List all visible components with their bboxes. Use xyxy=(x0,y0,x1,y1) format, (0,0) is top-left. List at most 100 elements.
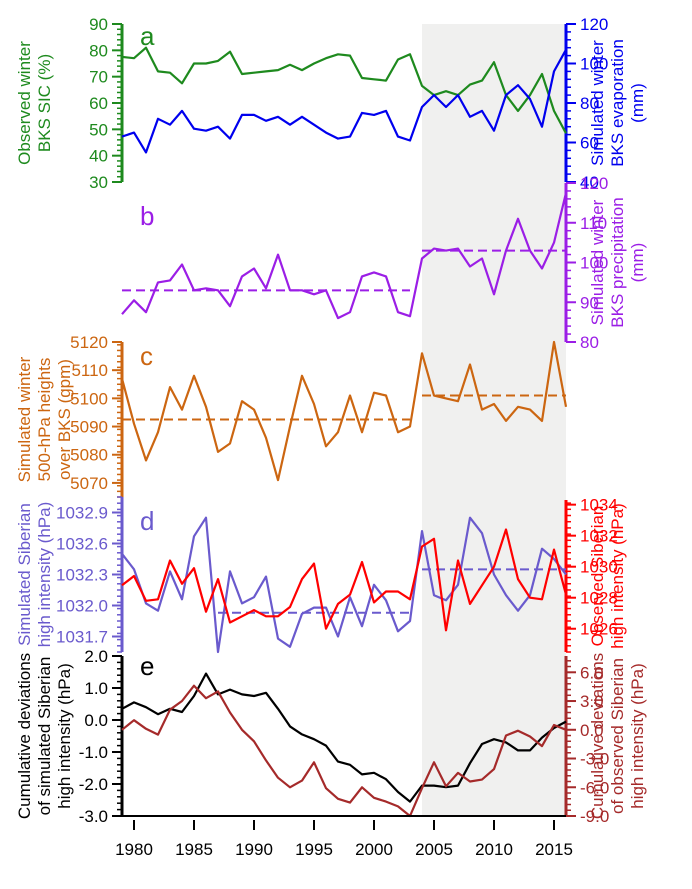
tick-label: 1.0 xyxy=(84,679,108,698)
series-line xyxy=(120,340,568,482)
series-line xyxy=(121,49,567,154)
tick-label: 1032.3 xyxy=(56,566,108,585)
tick-label: 5070 xyxy=(70,474,108,493)
panel-label: a xyxy=(140,21,155,51)
left-axis-d: 1031.7 1032.0 1032.3 1032.6 1032.9 Simulated … xyxy=(15,496,124,653)
panel-label: d xyxy=(140,506,154,536)
tick-label: 5110 xyxy=(71,361,108,380)
tick-label: 1032.6 xyxy=(56,535,108,554)
tick-label: -3.0 xyxy=(580,750,609,769)
tick-label: 90 xyxy=(89,15,108,34)
x-tick-label: 2010 xyxy=(475,840,513,859)
tick-label: 80 xyxy=(580,94,599,113)
tick-label: 5080 xyxy=(70,446,108,465)
tick-label: 90 xyxy=(580,293,599,312)
x-tick-label: 2005 xyxy=(415,840,453,859)
tick-label: 30 xyxy=(89,173,108,192)
series-line xyxy=(121,46,567,134)
tick-label: 40 xyxy=(580,173,599,192)
panel-a: a 30 40 50 60 70 80 90 Observed winter BKS SIC (%… xyxy=(15,15,647,192)
series-line xyxy=(121,516,567,654)
tick-label: 0.0 xyxy=(84,711,108,730)
panel-e: e -3.0 -2.0 -1.0 0.0 1.0 2.0 Cumulative deviati… xyxy=(15,647,647,826)
axis-title: BKS precipitation xyxy=(608,197,627,327)
panel-label: c xyxy=(140,341,153,371)
tick-label: 2.0 xyxy=(84,647,108,666)
axis-title: Cumulative deviations xyxy=(15,653,34,819)
tick-label: -2.0 xyxy=(79,775,108,794)
axis-title: BKS SIC (%) xyxy=(35,54,54,152)
axis-title: of simulated Siberian xyxy=(35,657,54,816)
series-line xyxy=(121,192,568,320)
tick-label: 3.0 xyxy=(580,692,604,711)
axis-title: (mm) xyxy=(628,83,647,123)
axis-title: Cumulative deviations xyxy=(588,653,607,819)
tick-label: 1034 xyxy=(580,496,618,515)
tick-label: 100 xyxy=(580,55,608,74)
tick-label: 1030 xyxy=(580,558,618,577)
tick-label: 0.0 xyxy=(580,721,604,740)
left-axis-a: 30 40 50 60 70 80 90 Observed winter BKS SIC (%) xyxy=(15,15,124,192)
tick-label: 1031.7 xyxy=(56,628,108,647)
tick-label: -1.0 xyxy=(79,743,108,762)
series-line xyxy=(121,528,568,632)
tick-label: 80 xyxy=(580,333,599,352)
tick-label: 5100 xyxy=(70,389,108,408)
x-axis: 1980 1985 1990 1995 2000 2005 2010 2015 xyxy=(112,815,573,859)
x-tick-label: 1990 xyxy=(235,840,273,859)
tick-label: -6.0 xyxy=(580,778,609,797)
panel-b: b 80 90 100 110 120 Simulated winter BKS precip… xyxy=(121,174,647,352)
x-tick-label: 2000 xyxy=(355,840,393,859)
tick-label: 80 xyxy=(89,41,108,60)
tick-label: 60 xyxy=(89,94,108,113)
left-axis-c: 5070 5080 5090 5100 5110 5120 Simulated winter… xyxy=(15,333,124,498)
tick-label: 1026 xyxy=(580,620,618,639)
axis-title: high intensity (hPa) xyxy=(55,663,74,809)
tick-label: 120 xyxy=(580,15,608,34)
x-tick-label: 1985 xyxy=(175,840,213,859)
tick-label: 5090 xyxy=(70,418,108,437)
series-line xyxy=(121,684,567,818)
tick-label: 1032.0 xyxy=(56,597,108,616)
x-tick-label: 1980 xyxy=(115,840,153,859)
x-tick-label: 1995 xyxy=(295,840,333,859)
axis-title: (mm) xyxy=(628,243,647,283)
series-line xyxy=(121,672,567,803)
axis-title: high intensity (hPa) xyxy=(628,663,647,809)
tick-label: 100 xyxy=(580,254,608,273)
tick-label: 120 xyxy=(580,174,608,193)
tick-label: 70 xyxy=(89,68,108,87)
tick-label: 50 xyxy=(89,120,108,139)
axis-title: Observed winter xyxy=(15,41,34,165)
x-tick-label: 2015 xyxy=(535,840,573,859)
tick-label: -9.0 xyxy=(580,807,609,826)
tick-label: 1032 xyxy=(580,527,618,546)
tick-label: 40 xyxy=(89,147,108,166)
tick-label: 60 xyxy=(580,134,599,153)
tick-label: 5120 xyxy=(70,333,108,352)
axis-title: of observed Siberian xyxy=(608,658,627,814)
axis-title: Simulated winter xyxy=(588,199,607,325)
tick-label: -3.0 xyxy=(79,807,108,826)
axis-title: 500-hPa heights xyxy=(35,358,54,482)
axis-title: high intensity (hPa) xyxy=(608,503,627,649)
panel-c: c 5070 5080 5090 5100 5110 5120 Simulated winte… xyxy=(15,333,568,498)
axis-title: Simulated winter xyxy=(588,40,607,166)
tick-label: 1028 xyxy=(580,589,618,608)
tick-label: 110 xyxy=(580,214,607,233)
tick-label: 1032.9 xyxy=(56,504,108,523)
axis-title: Simulated Siberian xyxy=(15,503,34,646)
panel-label: b xyxy=(140,201,154,231)
right-axis-a: 40 60 80 100 120 Simulated winter BKS evaporat… xyxy=(564,15,647,192)
panel-label: e xyxy=(140,651,154,681)
axis-title: Observed Siberian xyxy=(588,506,607,647)
axis-title: BKS evaporation xyxy=(608,39,627,167)
tick-label: 6.0 xyxy=(580,663,604,682)
right-axis-b: 80 90 100 110 120 Simulated winter BKS precipi… xyxy=(564,174,647,352)
axis-title: Simulated winter xyxy=(15,356,34,482)
panel-d: d 1031.7 1032.0 1032.3 1032.6 1032.9 Simulated… xyxy=(15,496,627,654)
axis-title: over BKS (gpm) xyxy=(55,359,74,480)
